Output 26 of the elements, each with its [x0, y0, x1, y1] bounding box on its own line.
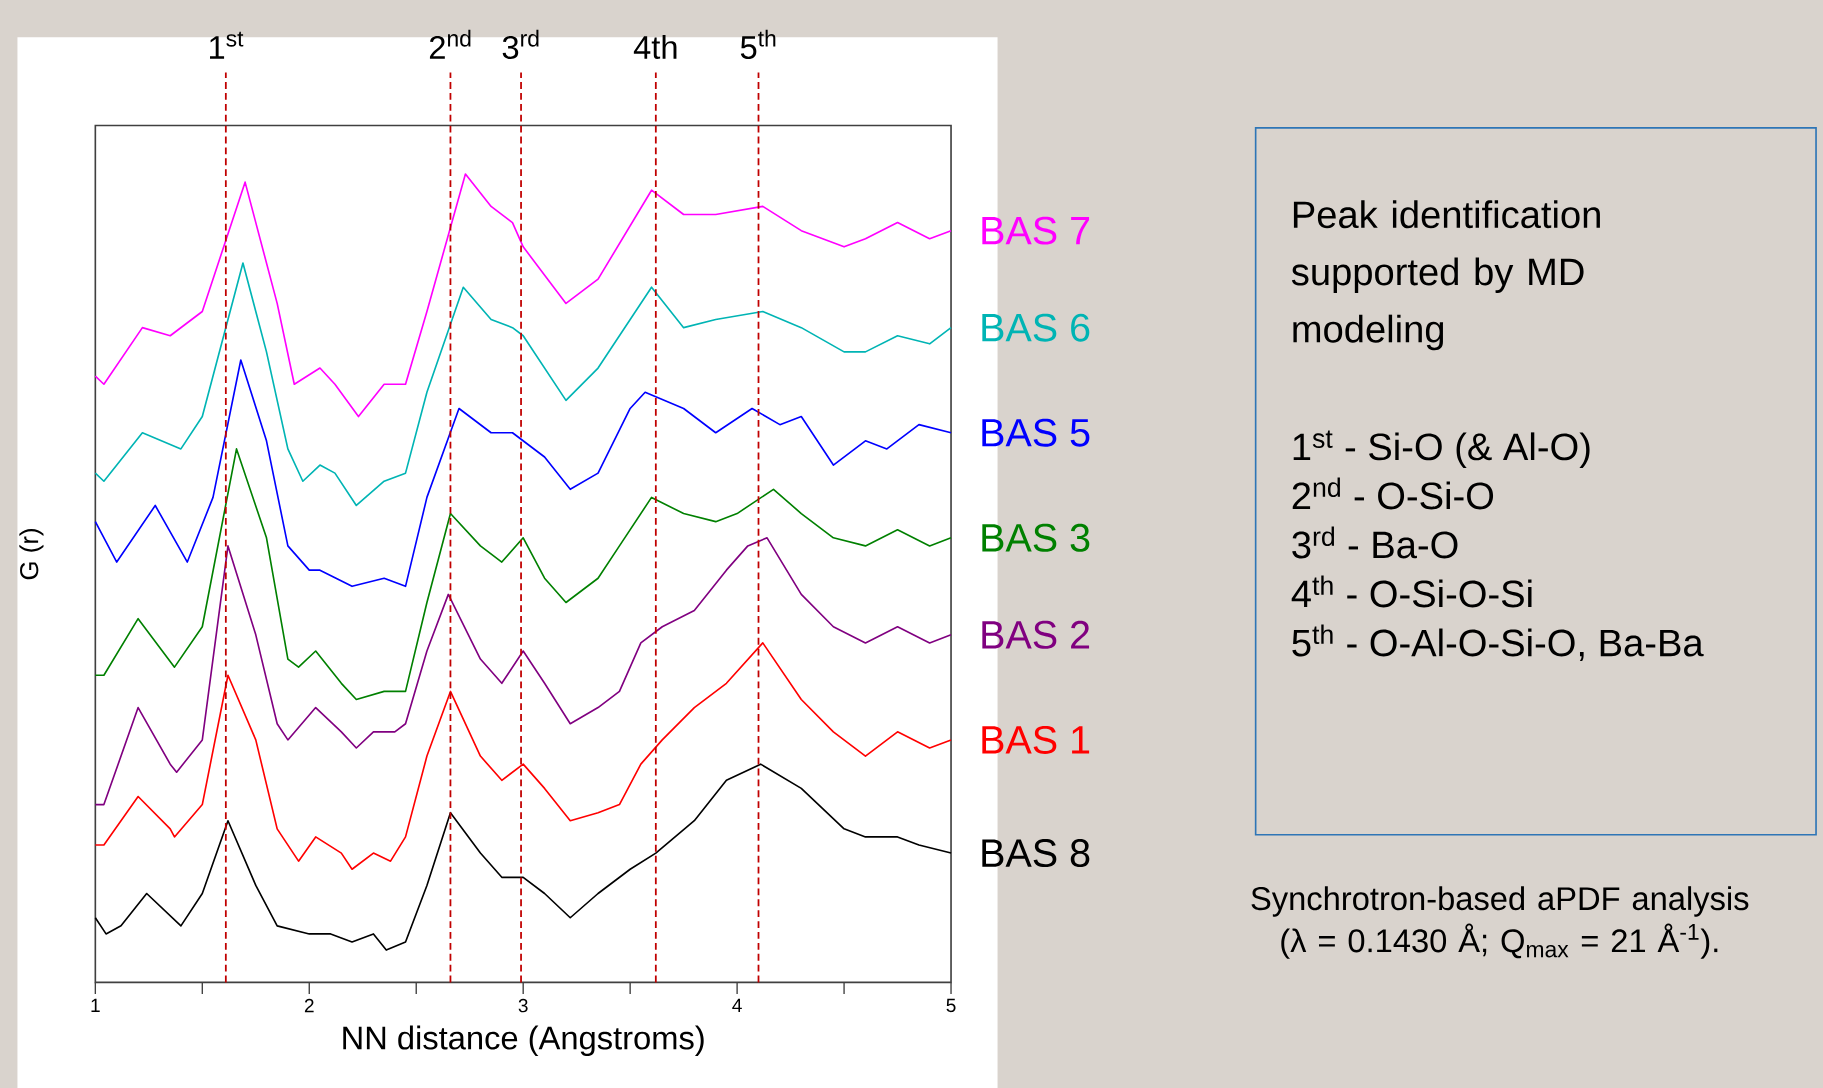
x-tick-label: 3: [518, 998, 528, 1013]
x-tick-label: 5: [946, 998, 956, 1013]
x-tick-label: 1: [91, 998, 100, 1012]
x-tick-label: 4: [732, 998, 742, 1012]
ref-line-label: 2$^{nd}$: [429, 29, 471, 59]
text: Peak identification supported by MD modeling: [1291, 200, 1600, 351]
series-label: BAS 1: [982, 725, 1090, 754]
ref-line-label: 4th: [633, 34, 677, 59]
series-label: BAS 6: [982, 313, 1090, 342]
text: 5$^{th}$ - O-Al-O-Si-O, Ba-Ba: [1292, 624, 1704, 661]
y-axis-title: G (r): [19, 528, 44, 580]
text: 2$^{nd}$ - O-Si-O: [1292, 477, 1494, 510]
ref-line-label: 5$^{th}$: [740, 29, 776, 59]
series-label: BAS 8: [982, 838, 1090, 867]
series-label: BAS 5: [982, 418, 1090, 447]
text: Synchrotron-based aPDF analysis (λ = 0.1430 Å; Q$_{max}$ = 21 Å$^{-1}$).: [1251, 886, 1749, 959]
series-label: BAS 2: [982, 620, 1090, 649]
series-label: BAS 3: [982, 523, 1090, 552]
ref-line-label: 3$^{rd}$: [502, 29, 539, 59]
series-label: BAS 7: [982, 216, 1090, 245]
text: 3$^{rd}$ - Ba-O: [1292, 526, 1458, 559]
x-axis-title: NN distance (Angstroms): [343, 1025, 704, 1056]
text: 1$^{st}$ - Si-O (& Al-O): [1293, 430, 1590, 468]
text: 4$^{th}$ - O-Si-O-Si: [1291, 575, 1532, 608]
ref-line-label: 1$^{st}$: [210, 31, 244, 59]
x-tick-label: 2: [304, 998, 314, 1013]
